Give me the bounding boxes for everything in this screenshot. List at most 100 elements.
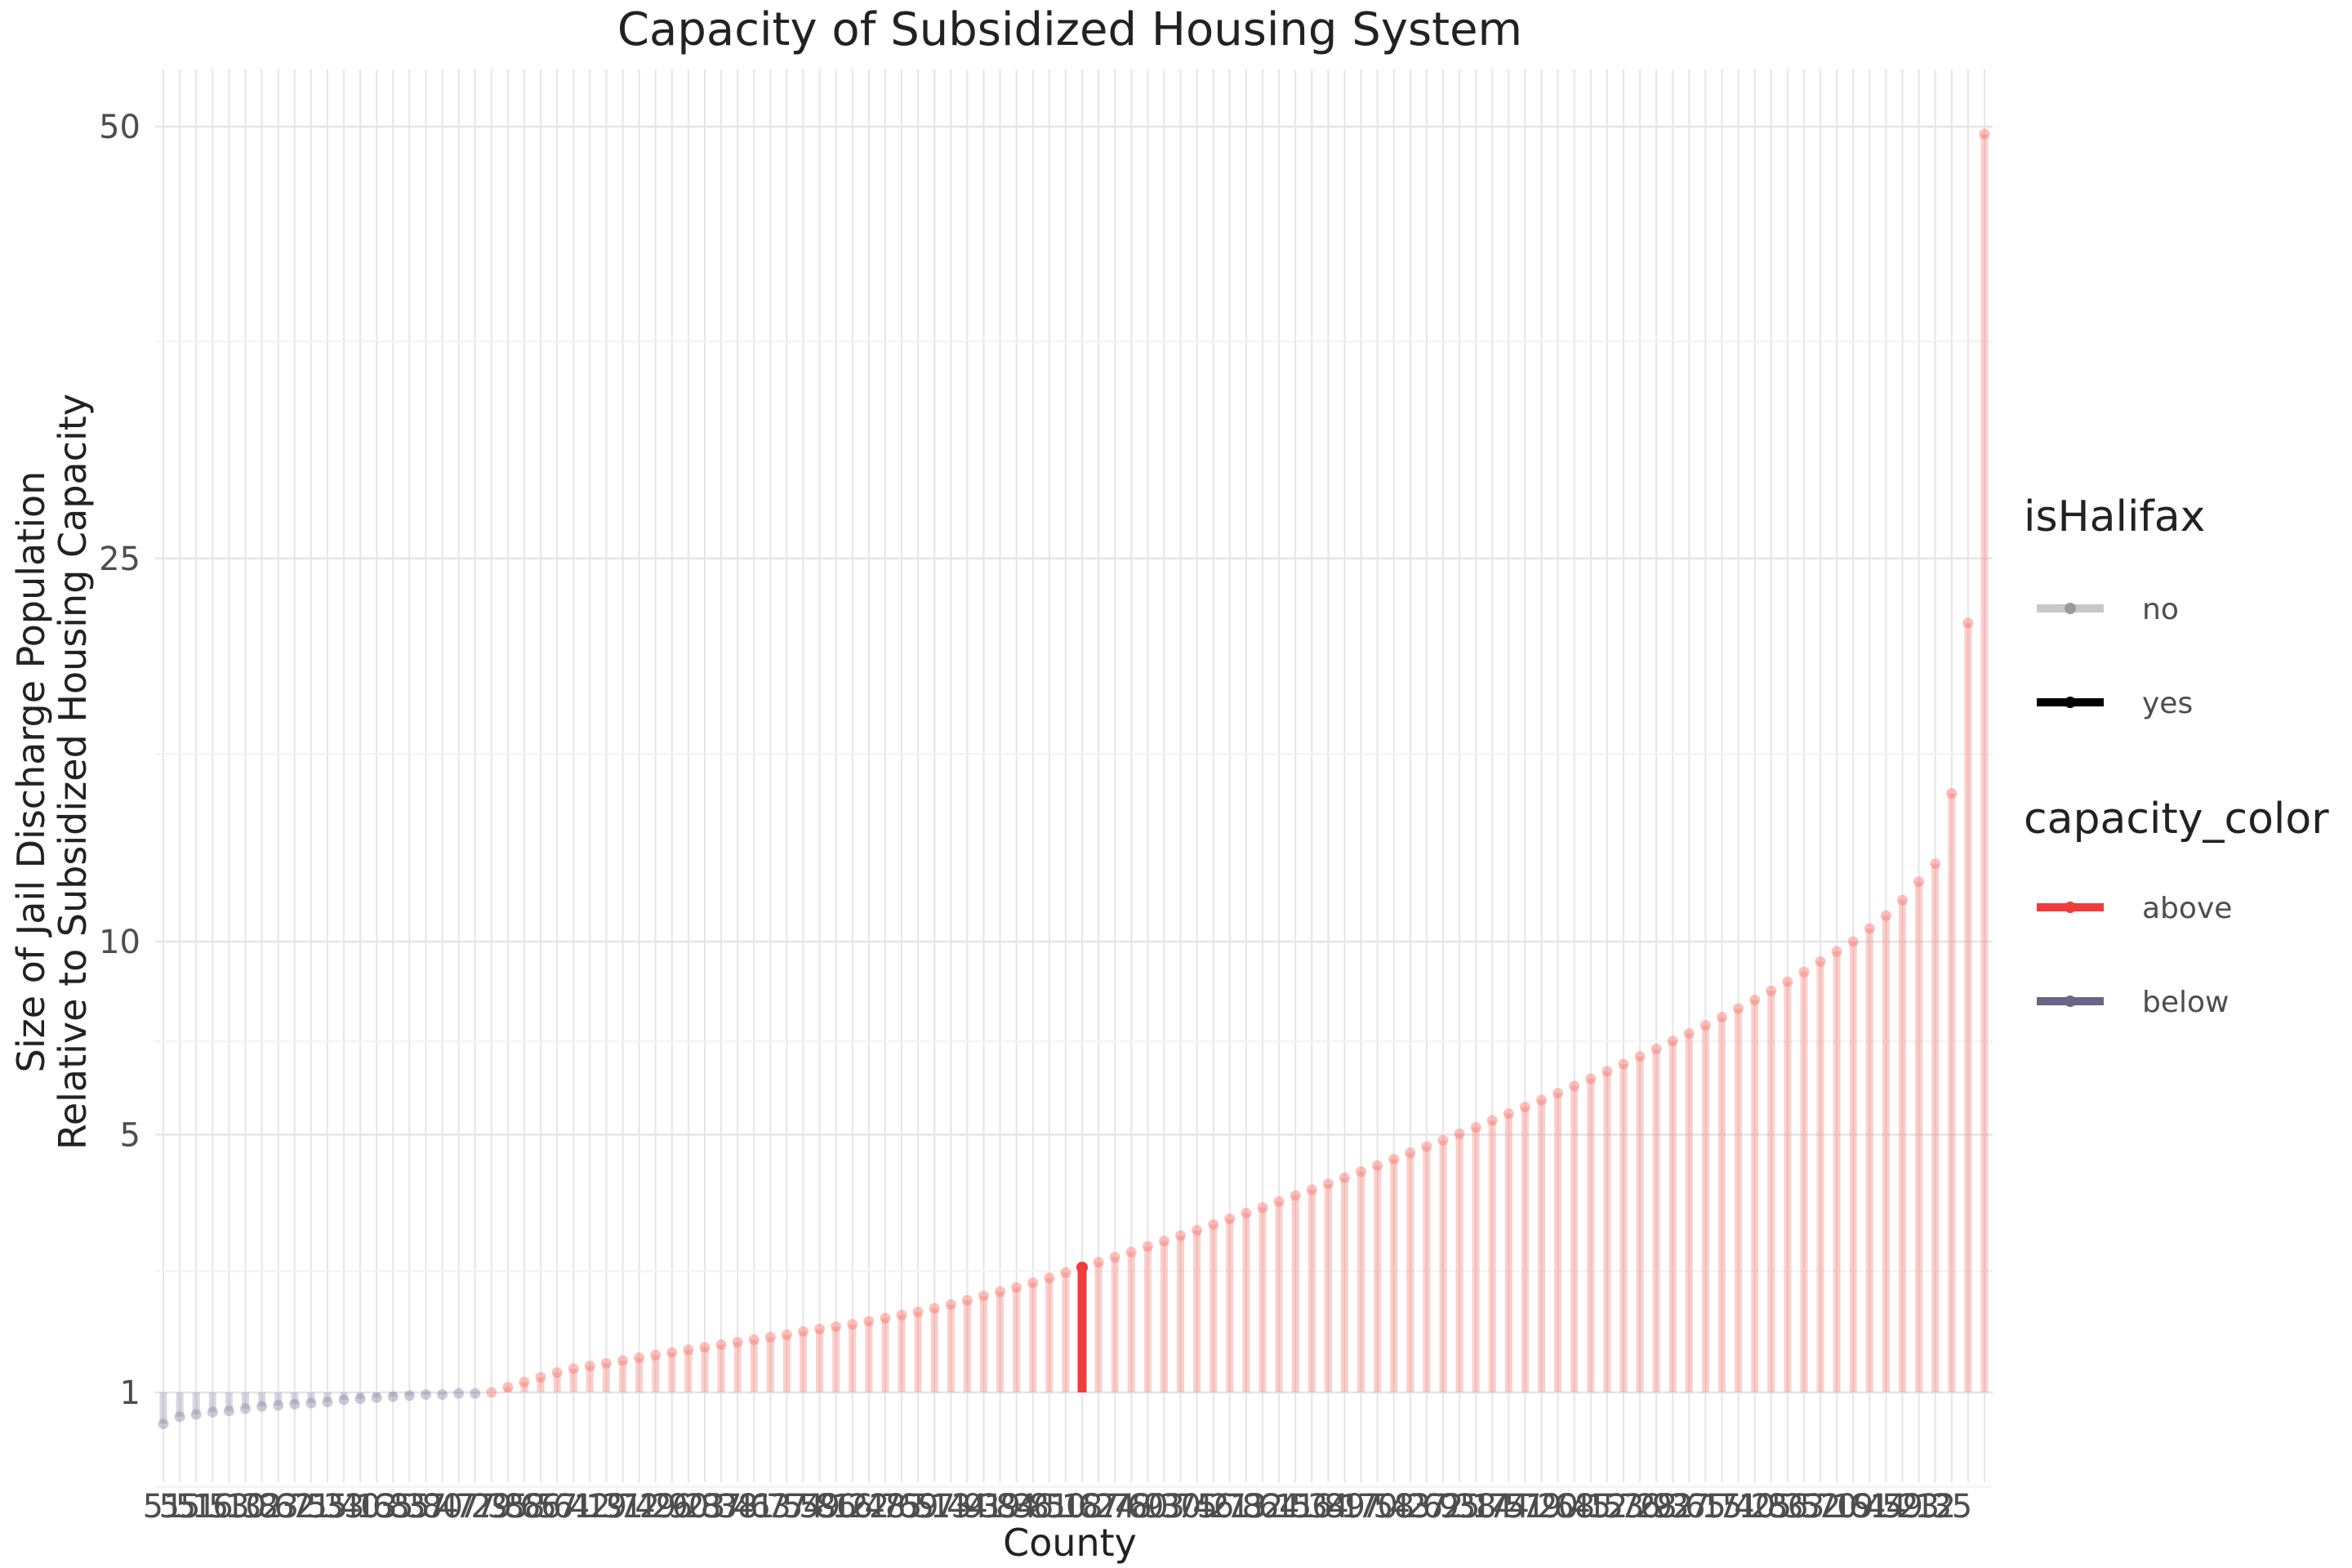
lollipop-point xyxy=(699,1342,710,1353)
legend-label: yes xyxy=(2142,687,2193,720)
x-tick-label: 35 xyxy=(487,1488,528,1526)
x-tick-label: 71 xyxy=(1717,1488,1759,1526)
y-tick-labels: 1 5 10 25 50 xyxy=(99,109,140,1412)
lollipop-point xyxy=(1782,976,1793,987)
x-tick-label: 54 xyxy=(782,1488,824,1526)
lollipop-point xyxy=(371,1392,382,1403)
lollipop-point xyxy=(273,1400,284,1411)
x-tick-label: 59 xyxy=(1882,1488,1923,1526)
x-tick-label: 62 xyxy=(274,1488,315,1526)
x-tick-label: 44 xyxy=(1865,1488,1907,1526)
lollipop-point xyxy=(354,1393,366,1405)
x-tick-label: 19 xyxy=(586,1488,627,1526)
lollipop-point xyxy=(1356,1166,1367,1178)
lollipop-point xyxy=(1913,876,1925,888)
x-tick-label: 53 xyxy=(208,1488,250,1526)
x-tick-label: 63 xyxy=(750,1488,791,1526)
x-tick-label: 91 xyxy=(963,1488,1004,1526)
lollipop-point xyxy=(1076,1261,1089,1273)
x-tick-label: 77 xyxy=(766,1488,808,1526)
lollipop-point xyxy=(1290,1190,1301,1201)
x-tick-label: 86 xyxy=(815,1488,857,1526)
x-tick-label: 57 xyxy=(914,1488,956,1526)
x-tick-label: 84 xyxy=(996,1488,1037,1526)
x-tick-label: 23 xyxy=(1898,1488,1940,1526)
lollipop-point xyxy=(1503,1108,1514,1120)
x-tick-label: 71 xyxy=(290,1488,332,1526)
x-tick-label: 52 xyxy=(1800,1488,1842,1526)
lollipop-point xyxy=(470,1388,481,1399)
lollipop-point xyxy=(1815,956,1826,968)
lollipop-point xyxy=(289,1398,301,1410)
lollipop-point xyxy=(945,1298,956,1310)
stems-layer xyxy=(159,134,1989,1424)
lollipop-point xyxy=(1962,617,1974,629)
lollipop-point xyxy=(1224,1213,1236,1224)
x-tick-label: 78 xyxy=(1111,1488,1152,1526)
y-axis-title-line-1: Size of Jail Discharge Population xyxy=(9,471,53,1073)
lollipop-point xyxy=(732,1336,743,1348)
x-tick-label: 38 xyxy=(717,1488,759,1526)
x-tick-label: 73 xyxy=(1225,1488,1267,1526)
x-tick-label: 88 xyxy=(504,1488,546,1526)
x-tick-label: 34 xyxy=(1307,1488,1349,1526)
x-tick-label: 21 xyxy=(1209,1488,1250,1526)
lollipop-point xyxy=(1930,858,1941,870)
legend-title: isHalifax xyxy=(2024,492,2205,541)
lollipop-point xyxy=(1733,1003,1744,1014)
lollipop-point xyxy=(666,1347,678,1358)
lollipop-point xyxy=(453,1388,465,1399)
y-tick-label: 50 xyxy=(99,109,140,146)
x-tick-label: 51 xyxy=(1504,1488,1546,1526)
lollipop-point xyxy=(1339,1172,1350,1183)
chart-title: Capacity of Subsidized Housing System xyxy=(617,3,1522,56)
x-tick-label: 83 xyxy=(257,1488,299,1526)
legend-label: no xyxy=(2142,593,2179,626)
lollipop-point xyxy=(1618,1058,1629,1070)
x-tick-label: 75 xyxy=(1176,1488,1218,1526)
lollipop-point xyxy=(863,1316,875,1327)
legend-group: isHalifax no yes xyxy=(2024,492,2205,720)
x-tick-label: 23 xyxy=(684,1488,726,1526)
x-tick-label: 35 xyxy=(1931,1488,1972,1526)
lollipop-point xyxy=(256,1401,268,1412)
x-tick-label: 15 xyxy=(1701,1488,1743,1526)
lollipop-point xyxy=(1979,128,1990,140)
legend-key-point xyxy=(2065,902,2076,913)
x-tick-label: 77 xyxy=(454,1488,496,1526)
x-tick-label: 51 xyxy=(143,1488,185,1526)
x-tick-label: 31 xyxy=(602,1488,644,1526)
x-tick-label: 55 xyxy=(306,1488,348,1526)
lollipop-point xyxy=(387,1391,399,1402)
x-tick-label: 20 xyxy=(1537,1488,1579,1526)
legend-key-point xyxy=(2065,603,2076,614)
lollipop-point xyxy=(764,1331,776,1343)
lollipop-point xyxy=(1897,894,1909,906)
x-tick-label: 49 xyxy=(635,1488,676,1526)
x-tick-label: 30 xyxy=(1160,1488,1201,1526)
x-tick-label: 61 xyxy=(553,1488,595,1526)
lollipop-point xyxy=(1798,966,1810,978)
x-tick-label: 33 xyxy=(323,1488,365,1526)
x-tick-label: 22 xyxy=(848,1488,889,1526)
lollipop-point xyxy=(568,1363,579,1374)
lollipop-point xyxy=(420,1389,431,1401)
x-tick-label: 39 xyxy=(979,1488,1021,1526)
lollipop-point xyxy=(814,1323,826,1334)
lollipop-point xyxy=(847,1319,858,1330)
grid-layer xyxy=(155,69,1993,1488)
lollipop-point xyxy=(880,1312,891,1324)
x-tick-label: 26 xyxy=(651,1488,693,1526)
lollipop-point xyxy=(1634,1051,1646,1062)
lollipop-point xyxy=(158,1419,169,1430)
x-tick-label: 76 xyxy=(1619,1488,1661,1526)
x-tick-label: 55 xyxy=(159,1488,201,1526)
lollipop-point xyxy=(650,1349,662,1361)
lollipop-point xyxy=(1749,994,1761,1005)
lollipop-point xyxy=(486,1387,497,1398)
x-tick-label: 41 xyxy=(733,1488,775,1526)
x-tick-label: 42 xyxy=(569,1488,611,1526)
lollipop-point xyxy=(929,1303,940,1314)
x-tick-label: 86 xyxy=(1766,1488,1808,1526)
x-tick-label: 24 xyxy=(1094,1488,1136,1526)
